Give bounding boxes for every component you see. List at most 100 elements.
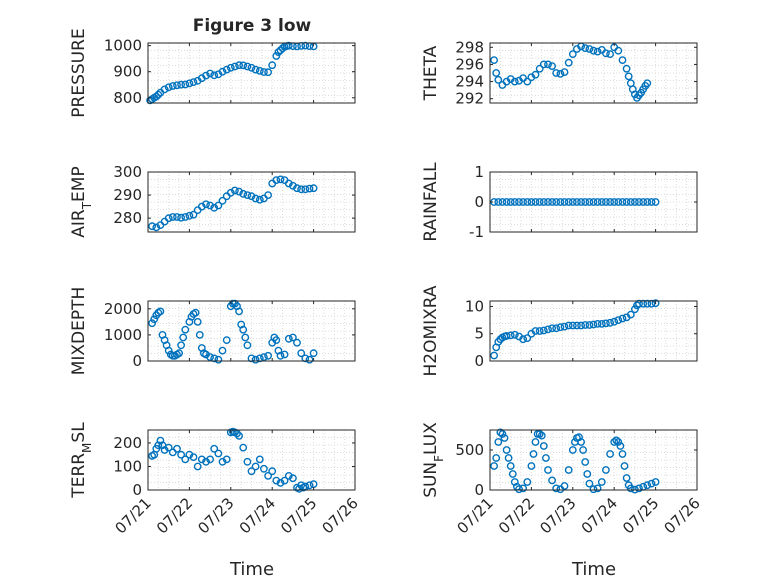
subplot-pressure: 800 900 1000 PRESSURE bbox=[69, 28, 356, 118]
data-point bbox=[297, 481, 306, 490]
data-point bbox=[239, 443, 248, 452]
data-point bbox=[164, 346, 173, 355]
data-point bbox=[544, 466, 552, 474]
data-point bbox=[573, 321, 581, 330]
data-point bbox=[222, 336, 231, 344]
data-point bbox=[583, 470, 592, 478]
data-point bbox=[556, 323, 565, 332]
data-point bbox=[531, 198, 540, 206]
data-point bbox=[506, 198, 515, 206]
data-point bbox=[579, 446, 587, 454]
data-point bbox=[272, 52, 281, 60]
data-point bbox=[268, 467, 277, 476]
data-point bbox=[276, 351, 285, 360]
data-point bbox=[552, 198, 561, 206]
data-point bbox=[508, 470, 517, 478]
data-point bbox=[564, 58, 573, 67]
data-point bbox=[602, 49, 610, 58]
data-point bbox=[510, 330, 519, 339]
data-point bbox=[301, 41, 310, 50]
axes-box bbox=[489, 429, 698, 491]
data-point bbox=[647, 198, 656, 206]
y-tick-label: 0 bbox=[474, 352, 484, 370]
data-point bbox=[494, 76, 503, 84]
data-point bbox=[206, 69, 215, 78]
data-point bbox=[523, 478, 532, 486]
data-point bbox=[515, 198, 523, 206]
data-point bbox=[527, 462, 536, 470]
data-point bbox=[643, 198, 652, 206]
data-point bbox=[297, 185, 306, 194]
data-point bbox=[276, 478, 285, 487]
data-point bbox=[618, 450, 627, 458]
y-tick-label: 0 bbox=[132, 352, 142, 370]
data-point bbox=[622, 474, 631, 482]
data-point bbox=[585, 45, 594, 53]
data-point bbox=[647, 479, 656, 488]
data-point bbox=[251, 355, 260, 364]
data-point bbox=[154, 441, 163, 450]
data-point bbox=[239, 61, 248, 70]
data-point bbox=[177, 450, 186, 459]
data-point bbox=[284, 41, 293, 50]
data-point bbox=[593, 198, 602, 206]
data-point bbox=[531, 438, 540, 446]
y-tick-label: 280 bbox=[113, 209, 142, 227]
data-point bbox=[589, 320, 598, 329]
data-point bbox=[218, 346, 227, 355]
data-point bbox=[597, 198, 606, 206]
data-point bbox=[305, 355, 314, 364]
data-point bbox=[577, 438, 585, 446]
data-point bbox=[293, 184, 301, 193]
data-point bbox=[301, 354, 310, 363]
data-point bbox=[164, 443, 173, 452]
data-point bbox=[564, 321, 573, 330]
data-point bbox=[519, 335, 527, 344]
data-point bbox=[185, 211, 194, 220]
data-point bbox=[552, 324, 561, 333]
data-point bbox=[218, 67, 227, 76]
data-point bbox=[589, 46, 598, 55]
data-point bbox=[593, 319, 602, 328]
y-axis-label: MIXDEPTH bbox=[69, 287, 89, 376]
data-point bbox=[577, 321, 585, 330]
data-point bbox=[309, 184, 318, 193]
data-point bbox=[490, 462, 498, 470]
data-point bbox=[618, 56, 627, 64]
data-point bbox=[179, 333, 188, 342]
data-point bbox=[222, 65, 231, 74]
data-point bbox=[251, 65, 260, 74]
data-point bbox=[610, 317, 619, 326]
data-point bbox=[177, 341, 186, 350]
data-point bbox=[226, 63, 235, 72]
y-tick-label: 2000 bbox=[104, 300, 142, 318]
data-point bbox=[548, 324, 556, 333]
data-point bbox=[602, 198, 610, 206]
data-point bbox=[189, 453, 198, 461]
data-point bbox=[643, 481, 652, 490]
data-point bbox=[577, 198, 585, 206]
data-point bbox=[624, 72, 633, 81]
subplot-rainfall: -1 0 1 RAINFALL bbox=[421, 162, 698, 242]
data-point bbox=[568, 446, 577, 454]
data-point bbox=[272, 176, 281, 185]
data-point bbox=[597, 478, 606, 486]
data-point bbox=[492, 69, 501, 77]
data-point bbox=[539, 326, 548, 335]
data-point bbox=[597, 319, 606, 328]
y-tick-label: 1000 bbox=[104, 37, 142, 55]
axes-box bbox=[147, 300, 356, 362]
data-point bbox=[284, 471, 293, 480]
data-point bbox=[606, 450, 614, 458]
data-point bbox=[515, 485, 523, 494]
data-point bbox=[498, 198, 507, 206]
data-point bbox=[210, 354, 219, 363]
y-tick-label: 290 bbox=[113, 186, 142, 204]
data-point bbox=[206, 353, 215, 361]
data-point bbox=[552, 484, 561, 493]
data-point bbox=[560, 322, 569, 331]
data-point bbox=[235, 431, 244, 440]
data-point bbox=[164, 214, 173, 223]
data-point bbox=[544, 198, 552, 206]
y-axis-label: PRESSURE bbox=[69, 28, 89, 117]
